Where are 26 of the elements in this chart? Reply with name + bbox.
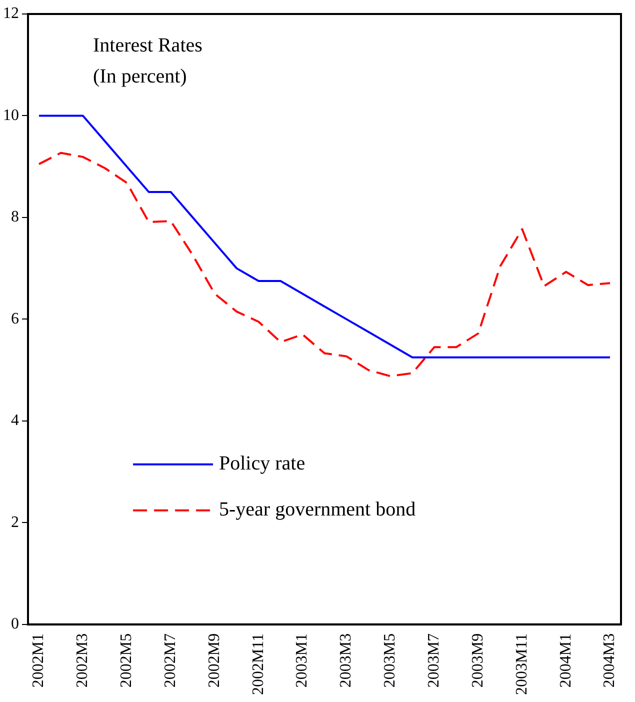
y-tick-label: 4 <box>11 412 19 430</box>
x-tick-label: 2002M5 <box>118 633 136 688</box>
x-tick-label: 2003M5 <box>382 633 399 688</box>
text: Interest Rates <box>93 34 203 56</box>
x-tick-label: 2003M3 <box>338 633 355 688</box>
x-tick-label: 2003M7 <box>426 633 443 688</box>
x-tick-label: 2002M3 <box>74 633 92 688</box>
x-tick-label: 2002M7 <box>162 633 179 688</box>
y-tick-label: 0 <box>11 616 19 633</box>
x-tick-label: 2003M11 <box>513 633 530 696</box>
x-tick-label: 2004M1 <box>557 633 574 688</box>
text: (In percent) <box>93 65 187 88</box>
y-tick-label: 12 <box>3 5 19 22</box>
y-tick-label: 6 <box>11 310 19 328</box>
x-tick-label: 2002M11 <box>250 633 267 696</box>
y-tick-label: 8 <box>11 208 19 226</box>
x-tick-label: 2004M3 <box>601 633 618 688</box>
legend-label: 5-year government bond <box>219 498 416 521</box>
y-tick-label: 2 <box>11 514 19 531</box>
x-tick-label: 2003M1 <box>294 633 311 688</box>
line-series <box>38 152 612 378</box>
x-tick-label: 2002M1 <box>30 633 48 688</box>
legend-label: Policy rate <box>219 452 306 475</box>
x-tick-label: 2003M9 <box>469 633 486 688</box>
y-tick-label: 10 <box>3 106 19 124</box>
x-tick-label: 2002M9 <box>206 633 223 688</box>
